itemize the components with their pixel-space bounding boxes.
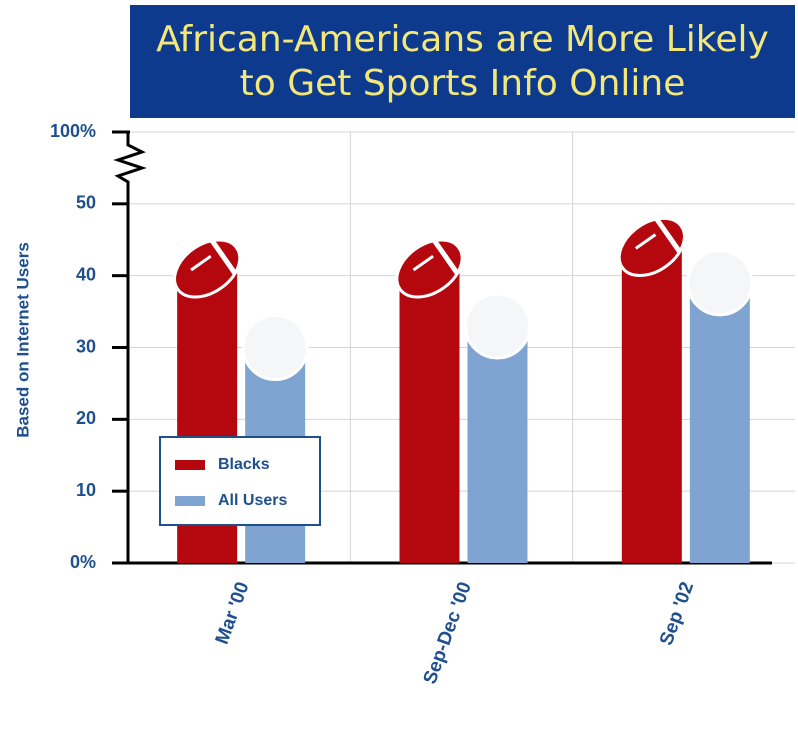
- y-break-label: 100%: [50, 121, 96, 141]
- legend-box: [159, 436, 321, 526]
- y-tick-label: 40: [76, 264, 96, 284]
- chart-title: African-Americans are More Likely to Get…: [130, 5, 795, 118]
- x-tick-label: Mar '00: [212, 579, 254, 647]
- y-tick-label: 0%: [70, 552, 96, 572]
- bar: [689, 282, 750, 563]
- series: [241, 249, 754, 563]
- legend-label: All Users: [218, 492, 287, 509]
- football-stripe: [654, 217, 682, 254]
- legend-swatch: [175, 496, 205, 506]
- football-stripe: [432, 239, 460, 275]
- bar: [467, 325, 528, 563]
- football-stripe: [210, 239, 238, 275]
- football-lace: [190, 254, 212, 272]
- y-axis-label: Based on Internet Users: [13, 242, 32, 438]
- legend-label: Blacks: [218, 456, 270, 473]
- x-tick-label: Sep-Dec '00: [420, 579, 476, 687]
- x-tick-label: Sep '02: [656, 579, 698, 648]
- football-lace: [634, 233, 657, 250]
- y-tick-label: 50: [76, 193, 96, 213]
- golf-ball: [464, 292, 531, 360]
- football-lace: [412, 254, 434, 272]
- y-tick-label: 10: [76, 480, 96, 500]
- bar: [621, 246, 682, 563]
- golf-ball: [686, 249, 754, 317]
- y-tick-label: 20: [76, 408, 96, 428]
- golf-ball: [241, 314, 309, 381]
- y-tick-label: 30: [76, 336, 96, 356]
- football-icon: [617, 216, 686, 277]
- bar: [399, 268, 460, 563]
- legend-swatch: [175, 460, 205, 470]
- y-axis: [113, 132, 147, 563]
- legend: Blacks All Users: [159, 436, 321, 526]
- football-icon: [173, 238, 242, 299]
- football-icon: [395, 238, 464, 299]
